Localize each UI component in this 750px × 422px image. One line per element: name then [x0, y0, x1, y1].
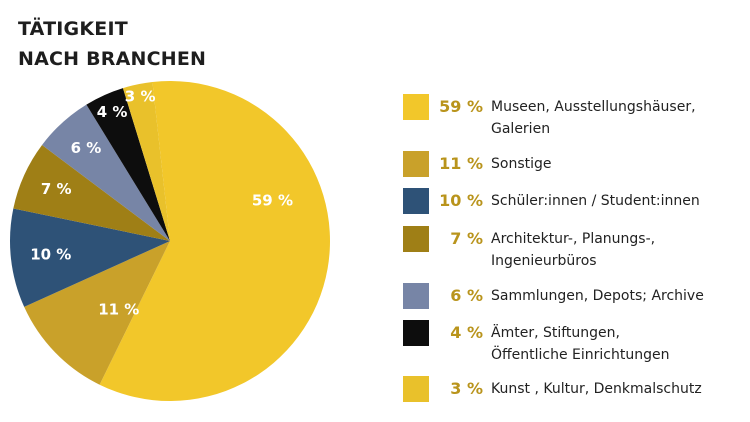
- legend-label-line: Schüler:innen / Student:innen: [491, 193, 700, 209]
- legend-item-kunst: 3 % Kunst , Kultur, Denkmalschutz: [403, 374, 741, 402]
- legend-label-line: Museen, Ausstellungshäuser,: [491, 99, 696, 115]
- legend-pct: 10 %: [439, 191, 483, 210]
- pie-slice: [13, 144, 171, 241]
- legend-label-line: Architektur-, Planungs-,: [491, 231, 656, 247]
- legend-pct: 7 %: [450, 229, 483, 248]
- legend-item-schueler: 10 % Schüler:innen / Student:innen: [403, 186, 741, 214]
- legend-item-aemter: 4 % Ämter, Stiftungen, Öffentliche Einri…: [403, 318, 741, 366]
- legend-swatch: [403, 94, 429, 120]
- pie-chart: 59 % 11 % 10 % 7 % 6 % 4 %3 %: [10, 81, 330, 402]
- legend-label-line: Ingenieurbüros: [491, 253, 597, 269]
- legend-item-architektur: 7 % Architektur-, Planungs-, Ingenieurbü…: [403, 224, 741, 272]
- legend-pct: 6 %: [450, 286, 483, 305]
- chart-title-line-2: NACH BRANCHEN: [18, 48, 207, 70]
- legend-label: Ämter, Stiftungen, Öffentliche Einrichtu…: [491, 322, 741, 366]
- legend-swatch: [403, 376, 429, 402]
- chart-title-line-1: TÄTIGKEIT: [18, 18, 128, 40]
- legend-swatch: [403, 283, 429, 309]
- legend-label: Sammlungen, Depots; Archive: [491, 285, 741, 307]
- pie-slice: [24, 241, 170, 385]
- pie-slice: [42, 104, 170, 242]
- legend-label-line: Sammlungen, Depots; Archive: [491, 288, 704, 304]
- legend: 59 % Museen, Ausstellungshäuser, Galerie…: [403, 0, 748, 422]
- pie-slice-label: 4 %: [97, 103, 128, 121]
- pie-slice-label: 11 %: [98, 301, 139, 319]
- legend-label: Schüler:innen / Student:innen: [491, 190, 741, 212]
- legend-label-line: Sonstige: [491, 156, 552, 172]
- legend-swatch: [403, 188, 429, 214]
- legend-label: Sonstige: [491, 153, 741, 175]
- legend-swatch: [403, 226, 429, 252]
- legend-pct: 3 %: [450, 379, 483, 398]
- legend-pct: 4 %: [450, 323, 483, 342]
- legend-item-sammlungen: 6 % Sammlungen, Depots; Archive: [403, 281, 741, 309]
- legend-label-line: Öffentliche Einrichtungen: [491, 347, 670, 363]
- chart-title: TÄTIGKEIT NACH BRANCHEN: [18, 14, 206, 74]
- legend-swatch: [403, 320, 429, 346]
- pie-slice-label: 7 %: [41, 180, 72, 198]
- legend-label: Architektur-, Planungs-, Ingenieurbüros: [491, 228, 741, 272]
- pie-slice-label: 59 %: [252, 191, 293, 209]
- legend-label-line: Galerien: [491, 121, 551, 137]
- legend-label: Museen, Ausstellungshäuser, Galerien: [491, 96, 741, 140]
- pie-slice: [10, 208, 171, 307]
- pie-slice: [86, 88, 170, 242]
- legend-pct: 59 %: [439, 97, 483, 116]
- pie-slice-label: 10 %: [30, 246, 71, 264]
- legend-label-line: Kunst , Kultur, Denkmalschutz: [491, 381, 702, 397]
- legend-pct: 11 %: [439, 154, 483, 173]
- pie-slice-label: 3 %: [125, 87, 156, 105]
- legend-swatch: [403, 151, 429, 177]
- legend-label: Kunst , Kultur, Denkmalschutz: [491, 378, 741, 400]
- pie-slice: [99, 81, 330, 402]
- legend-label-line: Ämter, Stiftungen,: [491, 325, 620, 341]
- legend-item-museen: 59 % Museen, Ausstellungshäuser, Galerie…: [403, 92, 741, 140]
- pie-slice: [122, 81, 170, 241]
- legend-item-sonstige: 11 % Sonstige: [403, 149, 741, 177]
- pie-slice-label: 6 %: [71, 139, 102, 157]
